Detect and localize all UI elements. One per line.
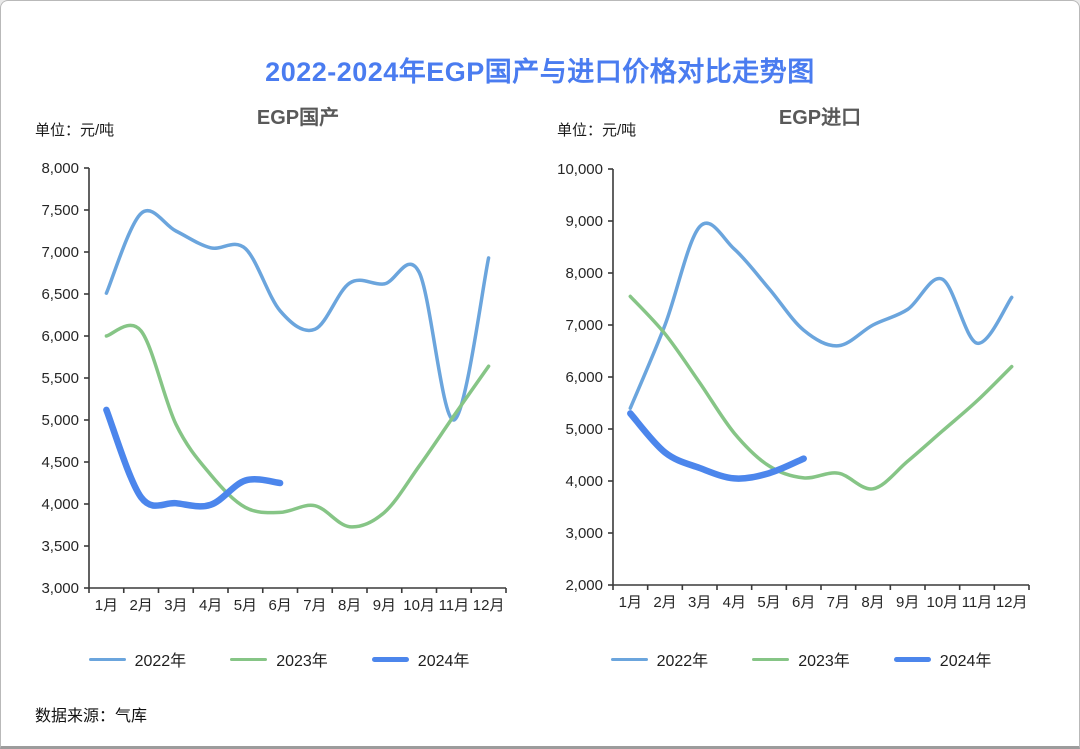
x-tick-label: 12月: [996, 594, 1028, 611]
x-tick-label: 7月: [827, 594, 850, 611]
legend-swatch: [752, 657, 790, 661]
y-tick-label: 4,000: [41, 496, 79, 513]
series-line-2023年: [628, 294, 1014, 491]
y-tick-label: 3,000: [41, 580, 79, 597]
chart-title-import: EGP进口: [778, 107, 862, 129]
legend-label: 2022年: [134, 653, 187, 670]
axes: [84, 167, 507, 593]
legend-item-2024年: 2024年: [371, 647, 470, 671]
y-tick-label: 4,000: [565, 473, 603, 490]
unit-label-domestic: 单位：元/吨: [35, 122, 115, 139]
y-tick-label: 10,000: [557, 161, 603, 178]
x-tick-label: 4月: [199, 597, 222, 614]
legend-item-2022年: 2022年: [610, 647, 709, 671]
x-tick-label: 11月: [439, 597, 470, 614]
legend-swatch: [230, 657, 268, 661]
y-tick-label: 5,000: [565, 421, 603, 438]
x-tick-label: 9月: [896, 594, 919, 611]
y-tick-label: 6,500: [41, 286, 79, 303]
x-tick-label: 11月: [962, 594, 993, 611]
legend-swatch: [88, 657, 126, 661]
x-tick-label: 8月: [338, 597, 361, 614]
legend-label: 2024年: [417, 653, 470, 670]
legend-item-2024年: 2024年: [893, 647, 992, 671]
x-tick-label: 4月: [723, 594, 746, 611]
x-tick-label: 8月: [861, 594, 884, 611]
y-tick-label: 6,000: [41, 328, 79, 345]
series-line-2024年: [103, 406, 284, 510]
x-tick-label: 1月: [619, 594, 642, 611]
y-tick-label: 5,500: [41, 370, 79, 387]
x-tick-label: 12月: [473, 597, 505, 614]
legend-item-2023年: 2023年: [230, 647, 328, 671]
axes: [608, 168, 1030, 590]
line-plot-import: 2,000 3,000 4,000 5,000 6,000 7,000 8,000 9,000…: [557, 161, 1030, 611]
x-tick-label: 3月: [164, 597, 187, 614]
y-tick-label: 7,000: [41, 244, 79, 261]
x-tick-label: 6月: [268, 597, 291, 614]
y-tick-label: 8,000: [41, 160, 79, 177]
series-line-2024年: [627, 410, 807, 482]
legend-item-2023年: 2023年: [752, 647, 850, 671]
y-tick-label: 5,000: [41, 412, 79, 429]
x-tick-label: 2月: [129, 597, 152, 614]
y-tick-label: 9,000: [565, 213, 603, 230]
y-tick-label: 8,000: [565, 265, 603, 282]
x-tick-label: 10月: [926, 594, 958, 611]
x-tick-label: 7月: [303, 597, 326, 614]
y-tick-label: 3,500: [41, 538, 79, 555]
y-tick-label: 2,000: [565, 577, 603, 594]
y-tick-label: 4,500: [41, 454, 79, 471]
unit-label-import: 单位：元/吨: [557, 122, 637, 139]
legend-label: 2022年: [656, 653, 709, 670]
x-tick-label: 6月: [792, 594, 815, 611]
legend-swatch: [610, 657, 648, 661]
legend-swatch: [893, 656, 931, 662]
y-tick-label: 7,500: [41, 202, 79, 219]
series-line-2022年: [628, 221, 1014, 410]
x-tick-label: 5月: [757, 594, 780, 611]
legend-label: 2024年: [939, 653, 992, 670]
axis-labels: 3,000 3,500 4,000 4,500 5,000 5,500 6,000 6,500…: [41, 160, 504, 614]
legend-domestic: 2022年 2023年 2024年: [19, 647, 539, 671]
axis-labels: 2,000 3,000 4,000 5,000 6,000 7,000 8,000 9,000…: [557, 161, 1027, 611]
legend-import: 2022年 2023年 2024年: [541, 647, 1061, 671]
chart-title-domestic: EGP国产: [256, 107, 340, 129]
legend-label: 2023年: [276, 653, 328, 670]
x-tick-label: 2月: [653, 594, 676, 611]
chart-panel-domestic: EGP国产 单位：元/吨 3,000 3,500 4,000 4,500 5,000 5,…: [19, 95, 539, 695]
x-tick-label: 3月: [688, 594, 711, 611]
legend-item-2022年: 2022年: [88, 647, 187, 671]
x-tick-label: 10月: [403, 597, 435, 614]
chart-panel-import: EGP进口 单位：元/吨 2,000 3,000 4,000 5,000 6,000 7,…: [541, 95, 1061, 695]
x-tick-label: 5月: [234, 597, 257, 614]
x-tick-label: 9月: [373, 597, 396, 614]
x-tick-label: 1月: [95, 597, 118, 614]
page-title: 2022-2024年EGP国产与进口价格对比走势图: [265, 57, 815, 88]
y-tick-label: 6,000: [565, 369, 603, 386]
data-source-label: 数据来源：气库: [35, 708, 148, 725]
series-line-2023年: [104, 323, 491, 529]
series-line-2022年: [104, 209, 491, 422]
legend-label: 2023年: [798, 653, 850, 670]
y-tick-label: 7,000: [565, 317, 603, 334]
legend-swatch: [371, 656, 409, 662]
line-plot-domestic: 3,000 3,500 4,000 4,500 5,000 5,500 6,000 6,500…: [41, 160, 507, 614]
y-tick-label: 3,000: [565, 525, 603, 542]
